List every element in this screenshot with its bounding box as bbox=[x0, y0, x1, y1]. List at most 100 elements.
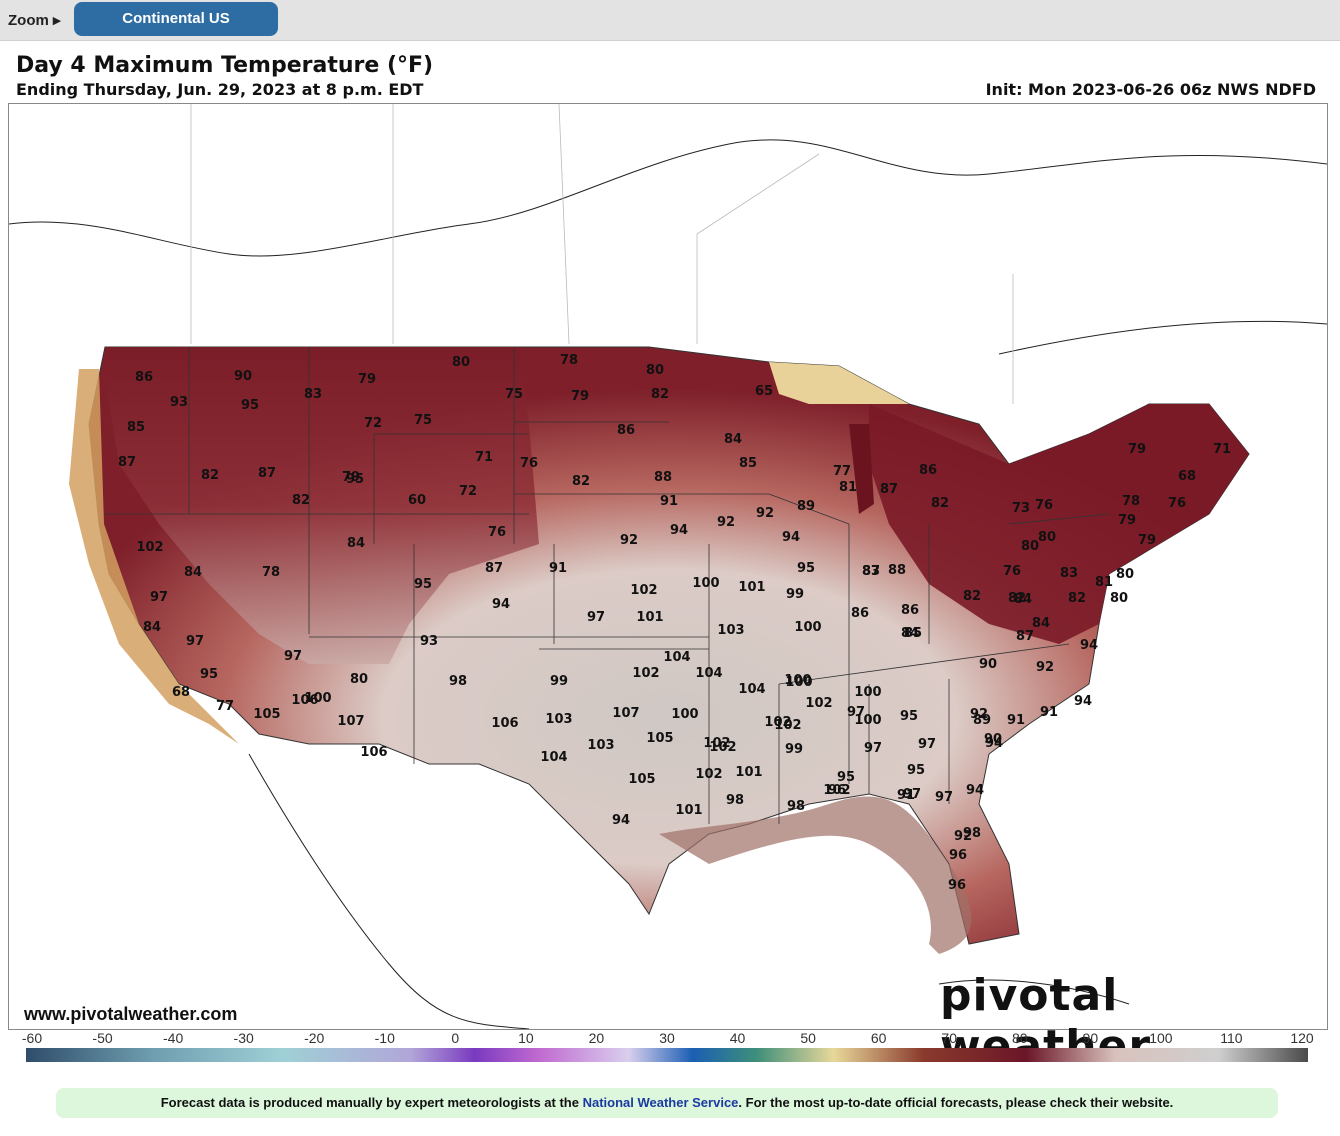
scale-tick-label: -10 bbox=[374, 1030, 395, 1046]
scale-tick-label: -50 bbox=[92, 1030, 113, 1046]
temperature-label: 80 bbox=[350, 672, 368, 687]
temperature-label: 79 bbox=[358, 372, 376, 387]
scale-tick-label: -40 bbox=[162, 1030, 184, 1046]
temperature-label: 95 bbox=[900, 709, 918, 724]
temperature-label: 91 bbox=[660, 494, 678, 509]
temperature-map[interactable]: 86 90 93 95 83 79 80 78 80 75 79 82 85 72 75 86 84 87 82 87… bbox=[8, 103, 1328, 1030]
temperature-label: 98 bbox=[787, 799, 805, 814]
temperature-label: 96 bbox=[828, 783, 846, 798]
temperature-label: 60 bbox=[408, 493, 426, 508]
temperature-label: 78 bbox=[1122, 494, 1140, 509]
temperature-label: 79 bbox=[1118, 513, 1136, 528]
temperature-label: 98 bbox=[726, 793, 744, 808]
temperature-label: 93 bbox=[170, 395, 188, 410]
temperature-label: 84 bbox=[901, 626, 919, 641]
temperature-label: 81 bbox=[1095, 575, 1113, 590]
scale-tick-label: 0 bbox=[451, 1030, 460, 1046]
temperature-label: 92 bbox=[1036, 660, 1054, 675]
region-select-button[interactable]: Continental US bbox=[74, 2, 278, 36]
temperature-label: 82 bbox=[292, 493, 310, 508]
temperature-label: 87 bbox=[258, 466, 276, 481]
west-highlands bbox=[105, 347, 539, 664]
temperature-label: 95 bbox=[200, 667, 218, 682]
temperature-label: 82 bbox=[651, 387, 669, 402]
northeast-region bbox=[869, 404, 1249, 644]
disclaimer-text-start: Forecast data is produced manually by ex… bbox=[160, 1095, 583, 1110]
temperature-label: 88 bbox=[654, 470, 672, 485]
temperature-label: 102 bbox=[630, 583, 657, 598]
temperature-label: 105 bbox=[628, 772, 655, 787]
temperature-label: 96 bbox=[948, 878, 966, 893]
temperature-label: 65 bbox=[755, 384, 773, 399]
temperature-label: 105 bbox=[253, 707, 280, 722]
scale-tick-label: 90 bbox=[1082, 1030, 1099, 1046]
temperature-label: 90 bbox=[984, 732, 1002, 747]
border-lines bbox=[190, 104, 1014, 404]
map-title: Day 4 Maximum Temperature (°F) bbox=[16, 53, 434, 78]
temperature-label: 86 bbox=[901, 603, 919, 618]
temperature-label: 104 bbox=[695, 666, 722, 681]
temperature-label: 77 bbox=[833, 464, 851, 479]
temperature-label: 101 bbox=[735, 765, 762, 780]
great-lakes bbox=[769, 362, 909, 404]
temperature-label: 92 bbox=[756, 506, 774, 521]
temperature-label: 87 bbox=[880, 482, 898, 497]
temperature-label: 87 bbox=[862, 564, 880, 579]
temperature-label: 80 bbox=[1021, 539, 1039, 554]
temperature-label: 100 bbox=[304, 691, 331, 706]
scale-tick-label: 30 bbox=[659, 1030, 675, 1046]
temperature-label: 100 bbox=[785, 675, 812, 690]
temperature-label: 106 bbox=[291, 693, 318, 708]
temperature-label: 91 bbox=[1040, 705, 1058, 720]
scale-tick-label: 60 bbox=[870, 1030, 887, 1046]
scale-tick-label: -60 bbox=[21, 1030, 43, 1046]
temperature-label: 76 bbox=[488, 525, 506, 540]
top-toolbar: Zoom ▸ Continental US bbox=[0, 0, 1340, 41]
scale-tick-label: 120 bbox=[1290, 1030, 1314, 1046]
temperature-label: 102 bbox=[695, 767, 722, 782]
website-watermark: www.pivotalweather.com bbox=[24, 1004, 238, 1024]
temperature-label: 98 bbox=[449, 674, 467, 689]
temperature-label: 79 bbox=[571, 389, 589, 404]
temperature-label: 93 bbox=[420, 634, 438, 649]
temperature-label: 83 bbox=[862, 564, 880, 579]
temperature-label: 76 bbox=[1035, 498, 1053, 513]
nws-link[interactable]: National Weather Service bbox=[582, 1095, 739, 1110]
temperature-label: 96 bbox=[949, 848, 967, 863]
temperature-label: 97 bbox=[284, 649, 302, 664]
temperature-label: 106 bbox=[360, 745, 387, 760]
temperature-label: 72 bbox=[364, 416, 382, 431]
temperature-label: 82 bbox=[1008, 591, 1026, 606]
temperature-label: 101 bbox=[738, 580, 765, 595]
temperature-label: 78 bbox=[262, 565, 280, 580]
temperature-label: 103 bbox=[717, 623, 744, 638]
temperature-label: 97 bbox=[186, 634, 204, 649]
scale-tick-label: 70 bbox=[941, 1030, 958, 1046]
temperature-label: 87 bbox=[1016, 629, 1034, 644]
temperature-label: 94 bbox=[492, 597, 510, 612]
temperature-label: 92 bbox=[970, 707, 988, 722]
temperature-label: 88 bbox=[888, 563, 906, 578]
temperature-label: 102 bbox=[774, 718, 801, 733]
temperature-label: 95 bbox=[837, 770, 855, 785]
temperature-label: 97 bbox=[587, 610, 605, 625]
temperature-label: 97 bbox=[864, 741, 882, 756]
temperature-label: 107 bbox=[612, 706, 639, 721]
temperature-label: 90 bbox=[234, 369, 252, 384]
temperature-label: 85 bbox=[904, 626, 922, 641]
temperature-label: 80 bbox=[1116, 567, 1134, 582]
temperature-label: 71 bbox=[1213, 442, 1231, 457]
temperature-label: 80 bbox=[1110, 591, 1128, 606]
zoom-label: Zoom ▸ bbox=[8, 12, 61, 29]
temperature-label: 99 bbox=[785, 742, 803, 757]
temperature-label: 102 bbox=[632, 666, 659, 681]
temperature-label: 82 bbox=[572, 474, 590, 489]
temperature-label: 94 bbox=[1080, 638, 1098, 653]
temperature-label: 82 bbox=[931, 496, 949, 511]
temperature-label: 97 bbox=[918, 737, 936, 752]
temperature-label: 95 bbox=[414, 577, 432, 592]
temperature-label: 100 bbox=[784, 673, 811, 688]
temperature-label: 94 bbox=[670, 523, 688, 538]
scale-tick-label: 100 bbox=[1149, 1030, 1173, 1046]
disclaimer-banner: Forecast data is produced manually by ex… bbox=[56, 1088, 1278, 1118]
